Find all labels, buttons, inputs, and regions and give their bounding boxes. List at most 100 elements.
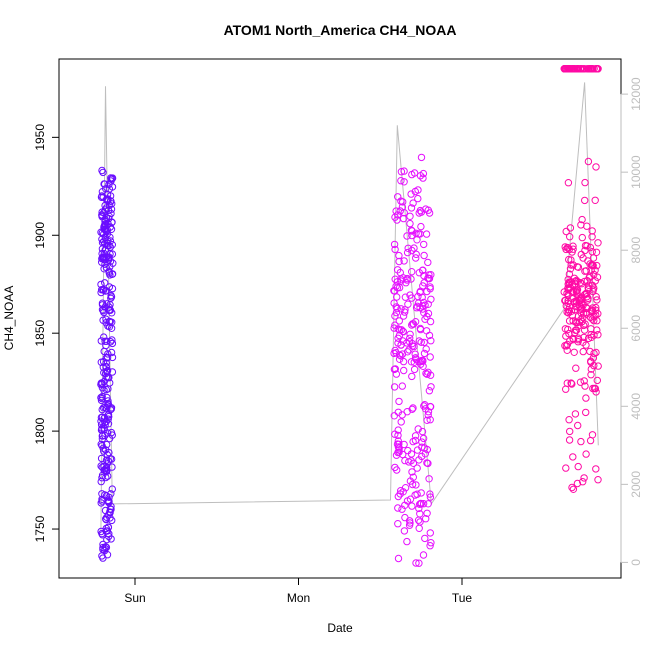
y-tick-label: 1850: [33, 320, 47, 347]
data-point: [397, 418, 405, 426]
data-point: [571, 410, 580, 418]
data-point: [97, 358, 106, 366]
data-point: [397, 177, 405, 185]
y2-tick-label: 6000: [629, 315, 643, 342]
data-point: [104, 472, 112, 480]
data-point: [579, 478, 587, 486]
data-point: [104, 497, 112, 506]
data-point: [574, 338, 582, 346]
data-point: [103, 368, 111, 376]
data-point: [417, 222, 425, 231]
data-point: [573, 479, 582, 488]
data-point: [420, 279, 428, 287]
data-point: [584, 284, 592, 292]
data-point: [405, 521, 414, 529]
data-point: [97, 337, 106, 345]
data-point: [404, 446, 412, 455]
data-point: [408, 480, 417, 489]
data-point: [562, 464, 570, 472]
data-point: [103, 440, 111, 449]
data-point: [416, 206, 424, 215]
data-point: [392, 370, 401, 378]
data-point: [394, 448, 402, 457]
data-point: [427, 539, 435, 547]
data-point: [106, 406, 115, 414]
data-point: [566, 224, 575, 232]
data-point: [97, 440, 105, 448]
data-point: [409, 473, 417, 481]
data-point: [104, 457, 113, 465]
data-point: [403, 248, 412, 257]
data-point: [567, 379, 575, 387]
data-point: [106, 243, 115, 251]
data-point: [408, 502, 416, 510]
data-point: [426, 493, 435, 501]
data-point: [98, 432, 107, 440]
data-point: [573, 65, 581, 73]
y2-tick-label: 0: [629, 559, 643, 566]
data-point: [426, 285, 434, 293]
data-point: [108, 336, 116, 344]
y2-tick-label: 4000: [629, 393, 643, 420]
data-point: [409, 459, 418, 467]
data-point: [416, 325, 425, 334]
data-point: [581, 382, 589, 390]
data-point: [420, 251, 428, 260]
data-point: [427, 383, 435, 391]
data-point: [397, 352, 405, 360]
data-point: [393, 293, 401, 301]
data-point: [592, 248, 601, 257]
data-point: [565, 416, 573, 424]
data-point: [413, 464, 421, 472]
data-point: [406, 330, 414, 338]
data-point: [416, 500, 424, 508]
data-point: [578, 233, 586, 242]
data-point: [418, 293, 426, 301]
data-point: [407, 275, 415, 283]
y2-tick-label: 12000: [629, 77, 643, 111]
data-point: [412, 559, 420, 567]
data-point: [416, 172, 425, 180]
data-point: [571, 280, 579, 288]
x-axis-label: Date: [327, 621, 353, 635]
data-point: [107, 535, 115, 543]
data-point: [408, 342, 417, 350]
data-point: [581, 178, 589, 187]
data-point: [413, 490, 421, 498]
y-axis-label: CH4_NOAA: [2, 286, 16, 351]
data-point: [414, 516, 423, 524]
data-point: [420, 309, 428, 317]
data-point: [581, 267, 589, 275]
data-point: [397, 487, 405, 495]
data-point: [591, 196, 599, 205]
data-point: [420, 349, 429, 358]
data-point: [568, 380, 576, 388]
y-tick-label: 1950: [33, 124, 47, 151]
data-point: [420, 338, 428, 347]
data-point: [580, 377, 588, 385]
data-point: [411, 350, 419, 358]
chart-title: ATOM1 North_America CH4_NOAA: [224, 22, 457, 38]
data-point: [106, 257, 115, 265]
data-point: [403, 348, 412, 356]
data-point: [566, 265, 575, 273]
data-point: [98, 249, 106, 258]
data-point: [401, 456, 409, 465]
data-point: [410, 365, 419, 374]
data-point: [423, 509, 431, 517]
data-point: [98, 166, 106, 175]
data-point: [401, 293, 410, 301]
data-point: [106, 192, 115, 200]
data-point: [107, 294, 115, 302]
data-point: [419, 362, 427, 370]
data-point: [580, 321, 588, 330]
data-point: [572, 364, 580, 372]
data-point: [390, 383, 399, 391]
data-point: [582, 450, 590, 458]
data-point: [397, 168, 406, 176]
data-point: [594, 362, 602, 370]
altitude-line: [100, 82, 599, 532]
data-point: [565, 436, 574, 444]
data-point: [589, 261, 597, 270]
data-point: [97, 280, 105, 289]
